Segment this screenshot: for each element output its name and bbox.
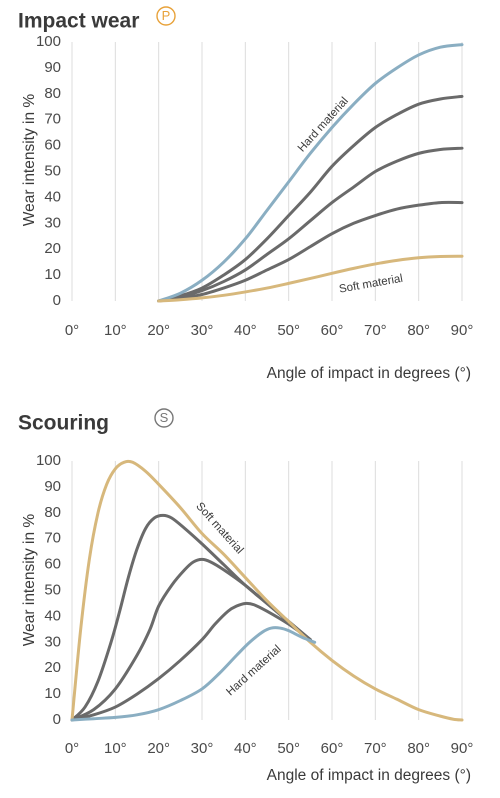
impact-series-line-3 — [157, 200, 464, 303]
scouring-y-tick-label: 70 — [44, 530, 61, 547]
impact-y-tick-label: 100 — [36, 33, 61, 50]
impact-y-tick-label: 80 — [44, 85, 61, 102]
scouring-y-tick-label: 60 — [44, 556, 61, 573]
scouring-y-tick-label: 80 — [44, 504, 61, 521]
impact-x-tick-label: 40° — [234, 322, 257, 339]
scouring-x-tick-label: 40° — [234, 740, 257, 757]
scouring-badge-letter: S — [160, 410, 169, 425]
impact-y-tick-label: 20 — [44, 240, 61, 257]
impact-x-tick-label: 90° — [451, 322, 474, 339]
impact-badge-circle — [156, 6, 176, 26]
impact-series-line-hard — [157, 43, 464, 303]
impact-x-tick-label: 20° — [147, 322, 170, 339]
impact-badge-letter: P — [162, 8, 171, 23]
scouring-x-tick-label: 0° — [65, 740, 79, 757]
impact-x-tick-label: 80° — [407, 322, 430, 339]
scouring-y-axis-label: Wear intensity in % — [21, 514, 38, 647]
scouring-y-tick-label: 90 — [44, 478, 61, 495]
impact-series-line-2 — [157, 146, 464, 303]
scouring-x-tick-label: 90° — [451, 740, 474, 757]
scouring-y-tick-label: 50 — [44, 581, 61, 598]
scouring-series-line-3 — [70, 601, 312, 722]
scouring-x-tick-label: 70° — [364, 740, 387, 757]
scouring-series-line-2 — [70, 557, 312, 722]
scouring-x-axis-label: Angle of impact in degrees (°) — [267, 767, 471, 784]
scouring-x-tick-label: 50° — [277, 740, 300, 757]
scouring-x-tick-label: 10° — [104, 740, 127, 757]
impact-y-tick-label: 40 — [44, 188, 61, 205]
impact-y-tick-label: 0 — [53, 292, 61, 309]
scouring-y-tick-label: 20 — [44, 659, 61, 676]
impact-x-tick-label: 10° — [104, 322, 127, 339]
impact-y-tick-label: 90 — [44, 59, 61, 76]
impact-y-tick-label: 60 — [44, 137, 61, 154]
impact-x-tick-label: 70° — [364, 322, 387, 339]
scouring-y-tick-label: 100 — [36, 452, 61, 469]
impact-curve-annotation: Soft material — [338, 273, 404, 296]
scouring-series-line-soft — [70, 459, 464, 722]
impact-y-tick-label: 30 — [44, 214, 61, 231]
impact-x-tick-label: 0° — [65, 322, 79, 339]
impact-series-line-soft — [157, 254, 464, 303]
scouring-chart-title: Scouring — [18, 412, 109, 435]
scouring-x-tick-label: 80° — [407, 740, 430, 757]
scouring-badge-circle — [154, 408, 174, 428]
scouring-x-tick-label: 60° — [321, 740, 344, 757]
impact-x-tick-label: 50° — [277, 322, 300, 339]
impact-x-tick-label: 30° — [191, 322, 214, 339]
impact-chart-title: Impact wear — [18, 10, 139, 33]
impact-y-axis-label: Wear intensity in % — [21, 94, 38, 227]
impact-y-tick-label: 50 — [44, 162, 61, 179]
impact-x-tick-label: 60° — [321, 322, 344, 339]
scouring-curve-annotation: Hard material — [224, 643, 283, 698]
scouring-series-line-1 — [70, 513, 312, 722]
impact-y-tick-label: 70 — [44, 111, 61, 128]
scouring-series-line-hard — [70, 626, 317, 722]
impact-series-line-1 — [157, 94, 464, 303]
scouring-x-tick-label: 30° — [191, 740, 214, 757]
impact-curve-annotation: Hard material — [296, 95, 351, 154]
scouring-x-tick-label: 20° — [147, 740, 170, 757]
scouring-y-tick-label: 0 — [53, 711, 61, 728]
scouring-y-tick-label: 30 — [44, 633, 61, 650]
scouring-y-tick-label: 10 — [44, 685, 61, 702]
impact-y-tick-label: 10 — [44, 266, 61, 283]
scouring-y-tick-label: 40 — [44, 607, 61, 624]
impact-x-axis-label: Angle of impact in degrees (°) — [267, 365, 471, 382]
